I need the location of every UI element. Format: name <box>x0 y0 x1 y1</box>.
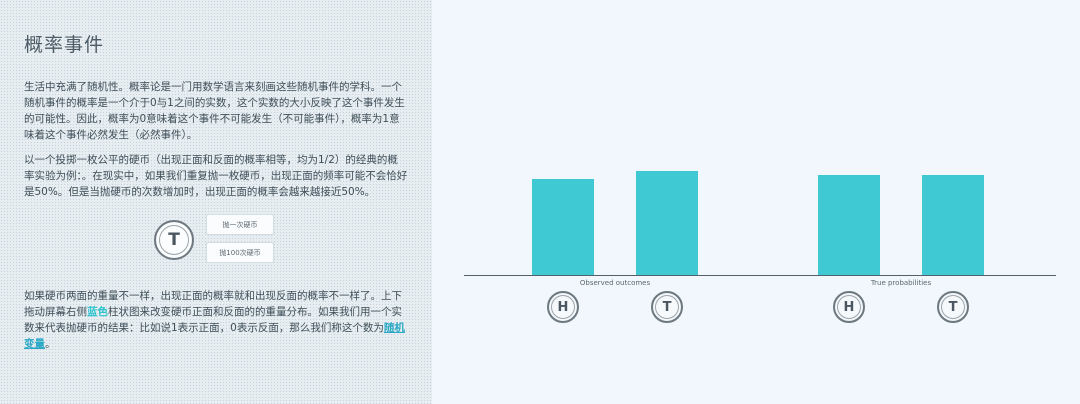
coin-example-paragraph: 以一个投掷一枚公平的硬币（出现正面和反面的概率相等，均为1/2）的经典的概率实验… <box>24 154 408 198</box>
bar-0-h <box>532 179 594 275</box>
bar-1-t[interactable] <box>922 175 984 275</box>
flip-once-button[interactable]: 抛一次硬币 <box>206 214 274 235</box>
blue-highlight: 蓝色 <box>87 306 108 318</box>
chart-baseline <box>464 275 1056 276</box>
coin-heads-icon-0: H <box>547 291 579 323</box>
coin-tails-icon-1: T <box>937 291 969 323</box>
coin-letter-0-0: H <box>557 299 569 315</box>
group-label-1: True probabilities <box>870 279 932 287</box>
coin-tails-icon-0: T <box>651 291 683 323</box>
coin-letter-1-1: T <box>948 299 958 315</box>
page-title: 概率事件 <box>24 34 105 56</box>
para3-text-end: 。 <box>45 338 56 350</box>
bar-1-h[interactable] <box>818 175 880 275</box>
coin-heads-icon-1: H <box>833 291 865 323</box>
coin-icon: T <box>154 220 194 260</box>
para3-text-2: 柱状图来改变硬币正面和反面的的重量分布。如果我们用一个实数来代表抛硬币的结果：比… <box>24 306 402 334</box>
coin-simulator: T 抛一次硬币 抛100次硬币 <box>24 214 408 276</box>
coin-letter-0-1: T <box>662 299 672 315</box>
flip-100-button[interactable]: 抛100次硬币 <box>206 242 274 263</box>
para3-text-1: 如果硬币两面的重量不一样，出现正面的概率就和出现反面的概率不一样了。上下拖动屏幕… <box>24 290 402 318</box>
intro-paragraph: 生活中充满了随机性。概率论是一门用数学语言来刻画这些随机事件的学科。一个随机事件… <box>24 81 405 141</box>
coin-face-label: T <box>168 230 180 250</box>
coin-letter-1-0: H <box>843 299 855 315</box>
random-variable-link[interactable]: 随机变量 <box>24 322 405 350</box>
weighted-coin-paragraph: 如果硬币两面的重量不一样，出现正面的概率就和出现反面的概率不一样了。上下拖动屏幕… <box>24 288 408 352</box>
bar-0-t <box>636 171 698 275</box>
article-panel: 概率事件 生活中充满了随机性。概率论是一门用数学语言来刻画这些随机事件的学科。一… <box>0 0 432 404</box>
group-label-0: Observed outcomes <box>579 279 651 287</box>
